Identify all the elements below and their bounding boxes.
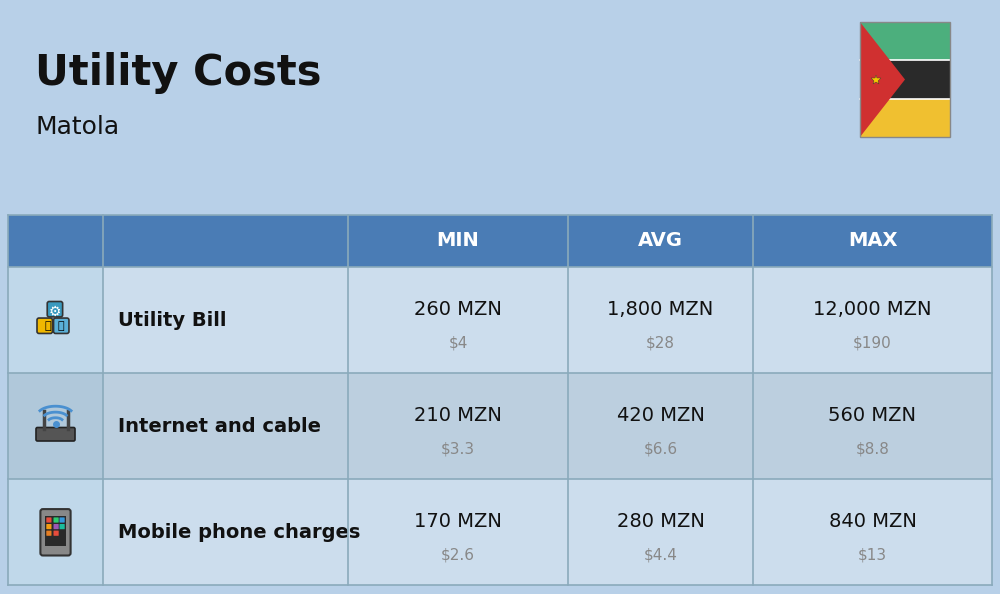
Text: 💧: 💧 — [58, 321, 65, 331]
FancyBboxPatch shape — [103, 479, 992, 585]
Text: 1,800 MZN: 1,800 MZN — [607, 300, 714, 319]
FancyBboxPatch shape — [37, 318, 52, 333]
FancyBboxPatch shape — [45, 516, 66, 545]
Text: $2.6: $2.6 — [441, 548, 475, 563]
Text: $13: $13 — [858, 548, 887, 563]
FancyBboxPatch shape — [46, 530, 52, 536]
Text: $190: $190 — [853, 336, 892, 351]
FancyBboxPatch shape — [8, 267, 103, 373]
Text: 280 MZN: 280 MZN — [617, 512, 704, 531]
Text: Matola: Matola — [35, 115, 119, 139]
Text: 840 MZN: 840 MZN — [829, 512, 916, 531]
Text: Internet and cable: Internet and cable — [118, 416, 321, 435]
Text: 420 MZN: 420 MZN — [617, 406, 704, 425]
Text: 🔌: 🔌 — [44, 321, 51, 331]
Text: 260 MZN: 260 MZN — [414, 300, 502, 319]
Text: $28: $28 — [646, 336, 675, 351]
Text: MAX: MAX — [848, 232, 897, 251]
FancyBboxPatch shape — [8, 479, 103, 585]
FancyBboxPatch shape — [60, 517, 65, 523]
Text: ⚙: ⚙ — [49, 305, 61, 319]
Text: 210 MZN: 210 MZN — [414, 406, 502, 425]
FancyBboxPatch shape — [8, 215, 992, 267]
Polygon shape — [860, 22, 905, 137]
Text: $6.6: $6.6 — [643, 442, 678, 457]
FancyBboxPatch shape — [860, 61, 950, 99]
Text: $8.8: $8.8 — [856, 442, 889, 457]
FancyBboxPatch shape — [46, 524, 52, 529]
Text: AVG: AVG — [638, 232, 683, 251]
FancyBboxPatch shape — [46, 517, 52, 523]
Text: Utility Costs: Utility Costs — [35, 52, 322, 94]
FancyBboxPatch shape — [60, 524, 65, 529]
FancyBboxPatch shape — [54, 318, 69, 333]
Text: Mobile phone charges: Mobile phone charges — [118, 523, 360, 542]
Text: $4: $4 — [448, 336, 468, 351]
Text: 560 MZN: 560 MZN — [828, 406, 916, 425]
FancyBboxPatch shape — [47, 302, 63, 317]
Text: Utility Bill: Utility Bill — [118, 311, 226, 330]
FancyBboxPatch shape — [36, 428, 75, 441]
FancyBboxPatch shape — [40, 509, 71, 555]
Text: 170 MZN: 170 MZN — [414, 512, 502, 531]
FancyBboxPatch shape — [860, 99, 950, 137]
FancyBboxPatch shape — [54, 524, 59, 529]
FancyBboxPatch shape — [54, 530, 59, 536]
FancyBboxPatch shape — [860, 22, 950, 61]
FancyBboxPatch shape — [8, 373, 103, 479]
Text: MIN: MIN — [437, 232, 479, 251]
Text: $3.3: $3.3 — [441, 442, 475, 457]
FancyBboxPatch shape — [103, 267, 992, 373]
Text: 12,000 MZN: 12,000 MZN — [813, 300, 932, 319]
FancyBboxPatch shape — [103, 373, 992, 479]
Text: $4.4: $4.4 — [644, 548, 677, 563]
FancyBboxPatch shape — [54, 517, 59, 523]
